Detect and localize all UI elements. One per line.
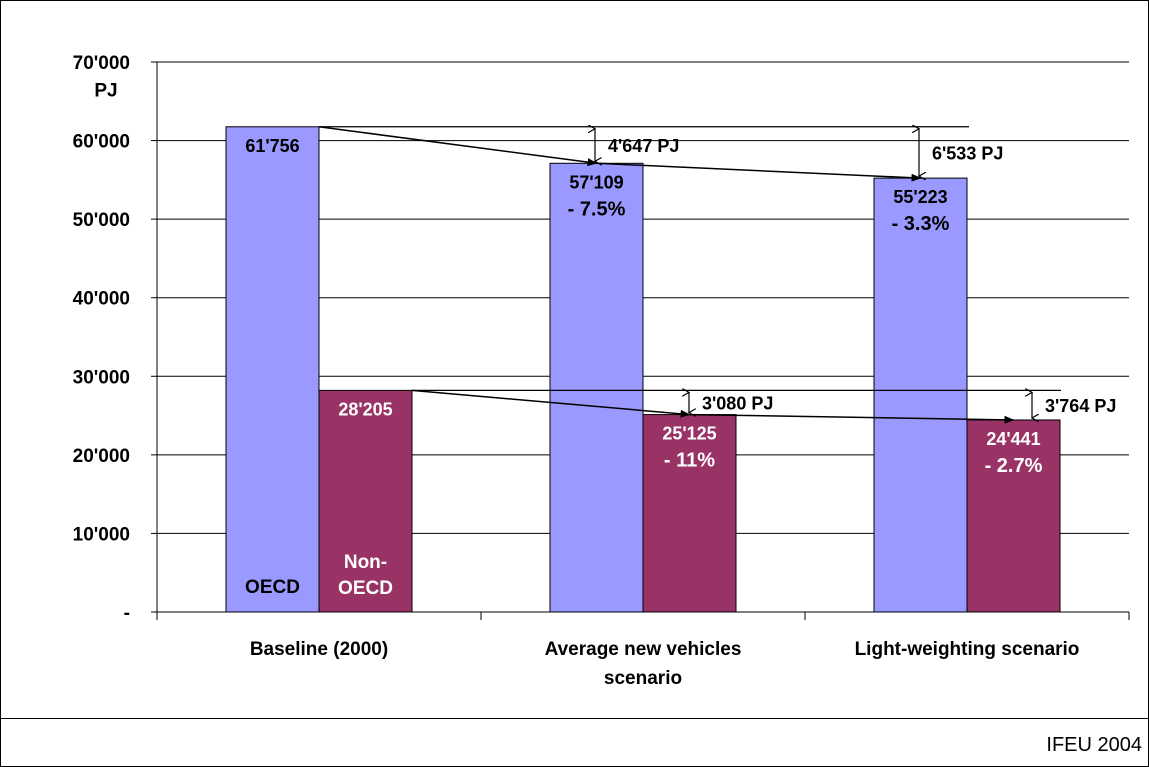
bar-oecd [549, 162, 644, 613]
data-label: 57'109 [569, 172, 623, 192]
data-label: 24'441 [986, 429, 1040, 449]
data-label: 61'756 [245, 136, 299, 156]
bar-non-oecd [966, 419, 1061, 613]
change-label: - 11% [664, 450, 715, 472]
trend-arrow [596, 162, 922, 182]
credit-text: IFEU 2004 [1046, 734, 1142, 756]
trend-arrow [411, 389, 691, 418]
bar-oecd [873, 177, 968, 613]
bar-oecd [225, 126, 320, 613]
savings-label: 6'533 PJ [932, 143, 1003, 163]
footer-divider [1, 718, 1149, 719]
y-tick-label: 20'000 [73, 446, 130, 467]
series-name-label: Non- [344, 552, 387, 573]
y-tick-label: - [124, 603, 130, 624]
trend-arrow [318, 126, 598, 167]
x-tick-label: Average new vehicles [545, 639, 742, 660]
y-tick-label: 40'000 [73, 289, 130, 310]
change-label: - 7.5% [568, 198, 626, 220]
x-tick-label: scenario [604, 668, 682, 689]
x-tick-label: Light-weighting scenario [855, 639, 1080, 660]
series-name-label: OECD [338, 578, 393, 599]
y-tick-label: 30'000 [73, 367, 130, 388]
savings-label: 4'647 PJ [608, 136, 679, 156]
y-tick-label: 10'000 [73, 524, 130, 545]
trend-arrow [689, 413, 1015, 424]
data-label: 55'223 [893, 187, 947, 207]
y-axis-label: PJ [94, 81, 117, 102]
savings-label: 3'080 PJ [702, 393, 773, 413]
series-name-label: OECD [245, 577, 300, 598]
bar-non-oecd [642, 414, 737, 613]
change-label: - 2.7% [985, 455, 1043, 477]
data-label: 28'205 [338, 399, 392, 419]
y-tick-label: 60'000 [73, 132, 130, 153]
change-label: - 3.3% [892, 213, 950, 235]
savings-label: 3'764 PJ [1045, 396, 1116, 416]
y-tick-label: 70'000 [73, 53, 130, 74]
x-tick-label: Baseline (2000) [250, 639, 388, 660]
bar-chart: - 10'000 20'000 30'000 40'000 50'000 60'000 70'… [73, 53, 1130, 689]
data-label: 25'125 [662, 424, 716, 444]
y-tick-label: 50'000 [73, 210, 130, 231]
